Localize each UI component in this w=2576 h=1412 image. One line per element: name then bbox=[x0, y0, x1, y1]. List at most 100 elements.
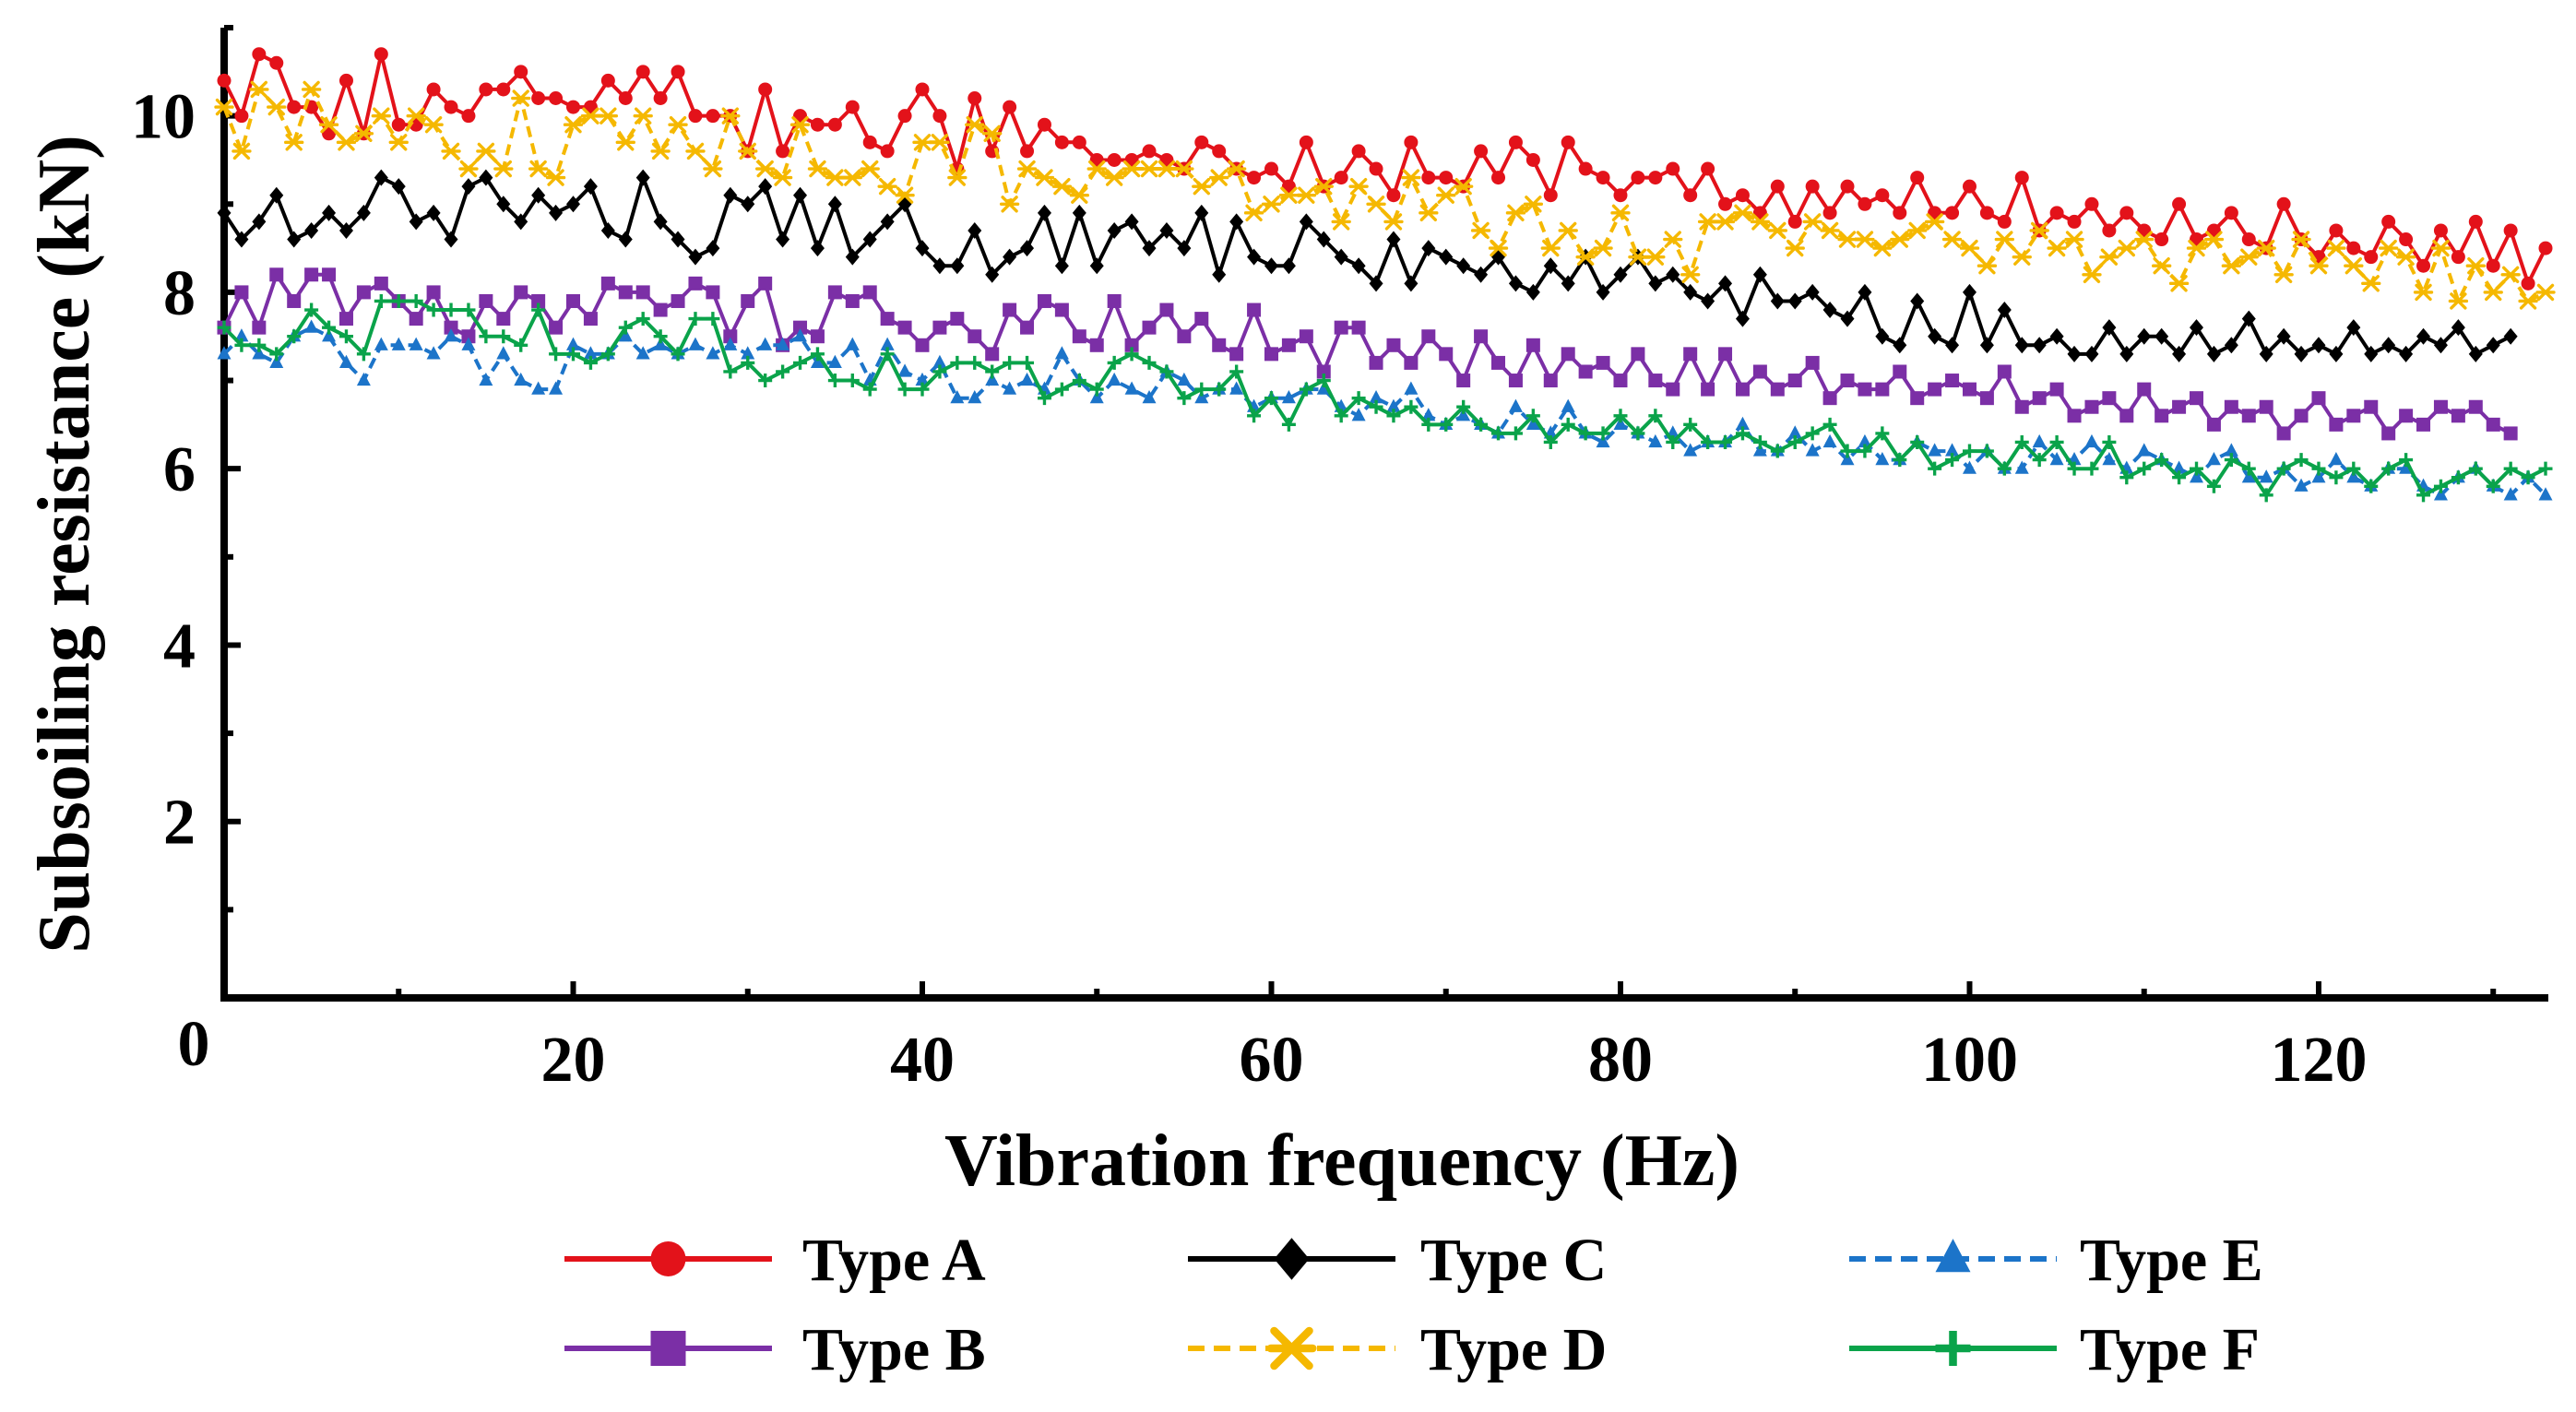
data-point bbox=[2049, 434, 2064, 449]
data-point bbox=[1491, 171, 1506, 185]
data-point bbox=[880, 312, 895, 326]
data-point bbox=[598, 107, 619, 125]
data-point bbox=[1802, 213, 1822, 231]
data-point bbox=[1997, 461, 2012, 476]
data-point bbox=[338, 329, 353, 344]
data-point bbox=[2395, 248, 2416, 266]
data-point bbox=[1578, 426, 1593, 441]
data-point bbox=[514, 285, 528, 300]
data-point bbox=[1369, 399, 1383, 414]
data-point bbox=[932, 364, 947, 379]
data-point bbox=[1264, 347, 1278, 362]
data-point bbox=[1893, 364, 1907, 379]
data-point bbox=[2190, 319, 2204, 337]
series-line-type-d bbox=[222, 87, 2546, 303]
data-point bbox=[458, 160, 479, 178]
data-point bbox=[1107, 355, 1122, 370]
data-point bbox=[985, 266, 1000, 283]
y-axis-title: Subsoiling resistance (kN) bbox=[24, 135, 105, 954]
data-point bbox=[758, 276, 773, 291]
data-point bbox=[2137, 382, 2152, 397]
data-point bbox=[1386, 338, 1401, 352]
data-point bbox=[1072, 135, 1086, 149]
data-point bbox=[1313, 177, 1334, 196]
data-point bbox=[1456, 374, 1471, 388]
x-tick-label: 20 bbox=[540, 1025, 605, 1096]
data-point bbox=[1820, 221, 1840, 240]
data-point bbox=[2224, 399, 2238, 414]
data-point bbox=[827, 117, 842, 132]
data-point bbox=[356, 285, 371, 300]
data-point bbox=[635, 285, 650, 300]
data-point bbox=[635, 65, 650, 79]
data-point bbox=[776, 364, 790, 379]
origin-label: 0 bbox=[178, 1009, 210, 1080]
legend-item-type-e: Type E bbox=[1849, 1227, 2263, 1294]
data-point bbox=[653, 303, 668, 317]
data-point bbox=[1072, 374, 1086, 388]
data-point bbox=[1020, 355, 1035, 370]
data-point bbox=[252, 346, 267, 360]
data-point bbox=[1979, 206, 1994, 220]
data-point bbox=[706, 285, 720, 300]
data-point bbox=[322, 320, 337, 335]
data-point bbox=[1491, 355, 1506, 370]
data-point bbox=[1124, 338, 1139, 352]
data-point bbox=[2241, 469, 2256, 483]
data-point bbox=[2430, 239, 2451, 257]
data-point bbox=[528, 160, 549, 178]
data-point bbox=[1226, 160, 1247, 178]
data-point bbox=[1962, 179, 1977, 194]
data-point bbox=[1666, 382, 1680, 397]
data-point bbox=[1488, 239, 1509, 257]
data-point bbox=[1752, 364, 1767, 379]
data-point bbox=[2155, 453, 2169, 468]
data-point bbox=[1086, 160, 1107, 178]
data-point bbox=[1837, 231, 1858, 248]
data-point bbox=[583, 346, 598, 360]
data-point bbox=[1369, 390, 1383, 404]
data-point bbox=[426, 82, 441, 97]
data-point bbox=[1767, 221, 1787, 240]
data-point bbox=[1875, 382, 1890, 397]
data-point bbox=[1928, 327, 1942, 345]
data-point bbox=[1924, 213, 1945, 231]
data-point bbox=[338, 221, 353, 239]
data-point bbox=[2190, 391, 2204, 406]
y-tick-label: 10 bbox=[131, 82, 196, 153]
data-point bbox=[967, 355, 982, 370]
data-point bbox=[1525, 338, 1540, 352]
data-point bbox=[514, 338, 528, 352]
data-point bbox=[1875, 188, 1890, 203]
data-point bbox=[2399, 453, 2414, 468]
data-point bbox=[1212, 266, 1227, 283]
data-point bbox=[1421, 417, 1436, 432]
data-point bbox=[2346, 319, 2361, 337]
data-point bbox=[1264, 161, 1278, 176]
data-point bbox=[1770, 179, 1785, 194]
legend-label: Type A bbox=[802, 1227, 986, 1294]
data-point bbox=[1247, 303, 1262, 317]
data-point bbox=[1805, 283, 1820, 301]
data-point bbox=[234, 285, 249, 300]
data-point bbox=[1822, 302, 1837, 319]
data-point bbox=[688, 312, 703, 326]
data-point bbox=[2276, 196, 2291, 211]
data-point bbox=[2049, 327, 2064, 345]
data-point bbox=[1212, 144, 1227, 159]
data-point bbox=[618, 320, 633, 335]
data-point bbox=[1386, 188, 1401, 203]
data-point bbox=[2381, 461, 2396, 476]
data-point bbox=[1648, 275, 1663, 292]
data-point bbox=[967, 91, 982, 106]
data-point bbox=[2029, 221, 2049, 240]
data-point bbox=[880, 347, 895, 362]
data-point bbox=[1752, 443, 1767, 457]
data-point bbox=[565, 337, 580, 350]
legend-label: Type B bbox=[802, 1316, 986, 1383]
data-point bbox=[2451, 250, 2465, 265]
data-point bbox=[2413, 283, 2434, 302]
data-point bbox=[2014, 460, 2029, 474]
data-point bbox=[217, 346, 231, 360]
data-point bbox=[423, 116, 444, 134]
